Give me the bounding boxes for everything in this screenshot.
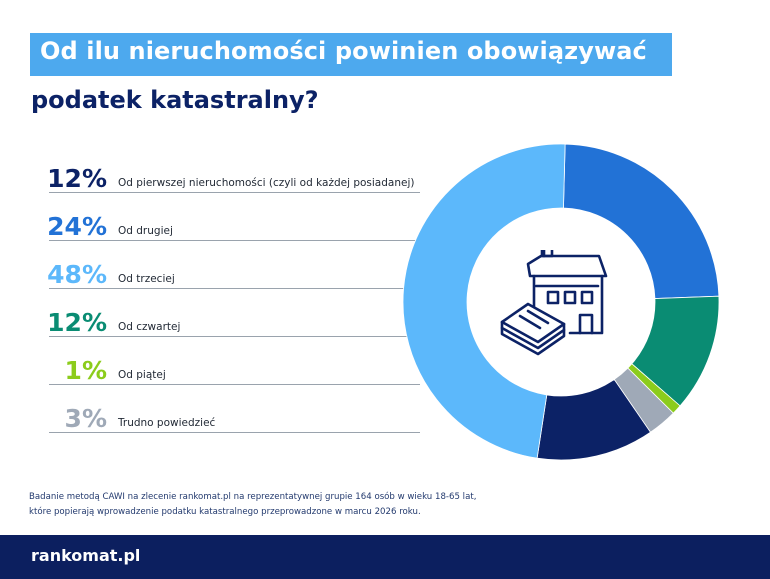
legend-label: Od pierwszej nieruchomości (czyli od każ… [118, 177, 415, 189]
legend-label: Od czwartej [118, 321, 181, 333]
legend-value: 24% [47, 212, 107, 241]
legend-divider [49, 288, 420, 289]
legend-item: 3% Trudno powiedzieć [49, 403, 420, 433]
chart-title-line2: podatek katastralny? [31, 86, 319, 114]
legend-value: 48% [47, 260, 107, 289]
legend-item: 24% Od drugiej [47, 211, 420, 241]
legend-item: 1% Od piątej [49, 355, 420, 385]
footnote: Badanie metodą CAWI na zlecenie rankomat… [29, 490, 476, 520]
legend-divider [49, 432, 420, 433]
legend-value: 3% [64, 404, 107, 433]
legend-divider [49, 192, 420, 193]
legend-label: Od piątej [118, 369, 166, 381]
legend-item: 12% Od czwartej [47, 307, 420, 337]
legend-divider [49, 384, 420, 385]
rankomat-logo: rankomat.pl [31, 546, 141, 565]
donut-slice [563, 143, 720, 299]
legend-label: Od drugiej [118, 225, 173, 237]
legend-value: 12% [47, 164, 107, 193]
footnote-line: Badanie metodą CAWI na zlecenie rankomat… [29, 492, 477, 502]
legend-value: 12% [47, 308, 107, 337]
footer-bar: rankomat.pl [0, 535, 770, 579]
legend-label: Trudno powiedzieć [118, 417, 216, 429]
legend-divider [49, 336, 420, 337]
title-band [30, 33, 672, 76]
legend-value: 1% [64, 356, 107, 385]
house-with-money-icon [500, 250, 608, 356]
chart-title: Od ilu nieruchomości powinien obowiązywa… [40, 37, 647, 65]
legend-label: Od trzeciej [118, 273, 175, 285]
legend-item: 48% Od trzeciej [47, 259, 420, 289]
footnote-line: które popierają wprowadzenie podatku kat… [29, 507, 421, 517]
donut-slice [402, 143, 566, 459]
legend-divider [49, 240, 420, 241]
legend-item: 12% Od pierwszej nieruchomości (czyli od… [47, 163, 420, 193]
